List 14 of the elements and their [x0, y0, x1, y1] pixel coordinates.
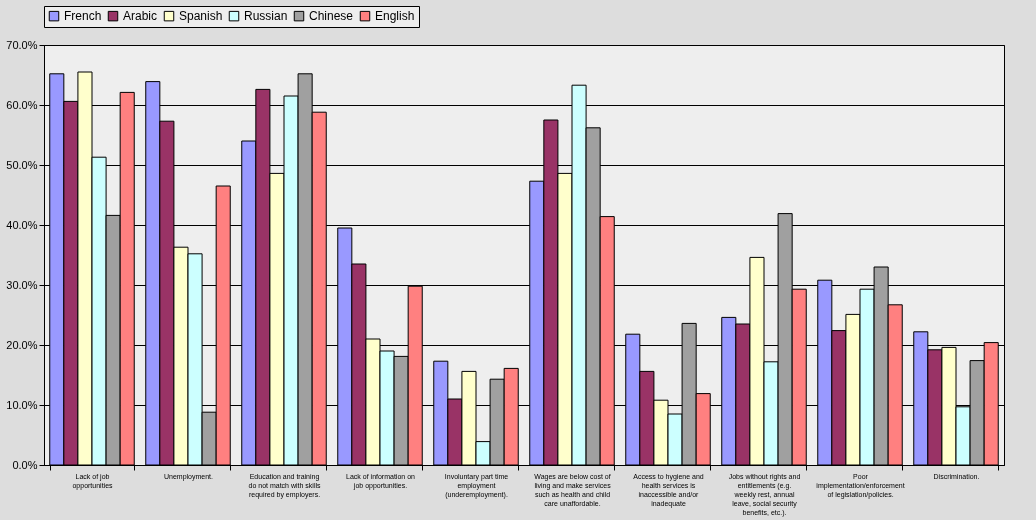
- y-tick-label: 30.0%: [6, 278, 38, 291]
- y-tick-label: 50.0%: [6, 158, 38, 171]
- legend-label: English: [375, 9, 415, 24]
- legend-label: French: [64, 9, 102, 24]
- legend-label: Russian: [244, 9, 288, 24]
- legend-label: Spanish: [179, 9, 223, 24]
- y-tick-label: 60.0%: [6, 98, 38, 111]
- y-tick-label: 70.0%: [6, 38, 38, 51]
- y-tick-label: 0.0%: [12, 458, 38, 471]
- y-tick-label: 40.0%: [6, 218, 38, 231]
- y-tick-label: 10.0%: [6, 398, 38, 411]
- y-tick-label: 20.0%: [6, 338, 38, 351]
- legend-label: Chinese: [309, 9, 354, 24]
- legend-label: Arabic: [123, 9, 158, 24]
